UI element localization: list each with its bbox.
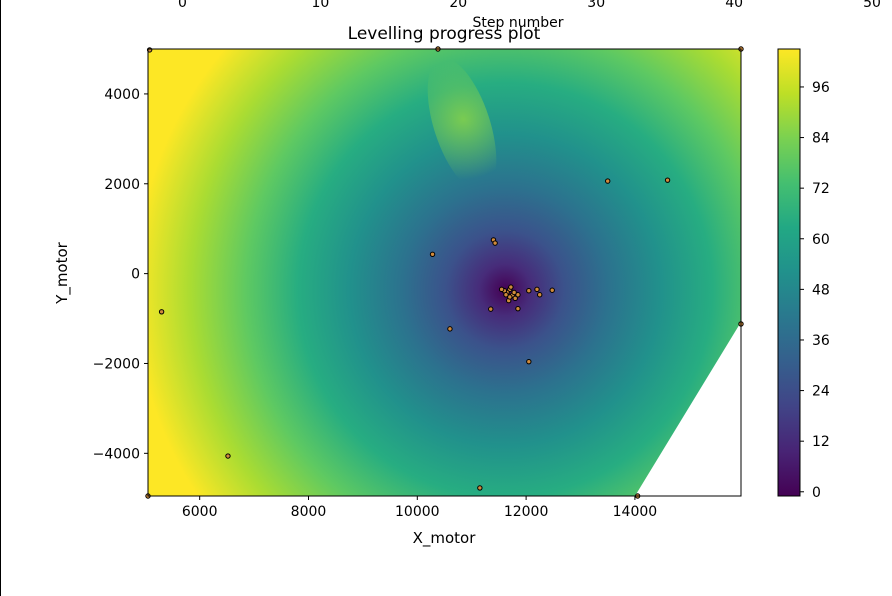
data-point <box>225 453 231 459</box>
plot-frame <box>147 48 742 497</box>
y-tick-label: 4000 <box>104 87 140 103</box>
chart-title: Levelling progress plot <box>348 24 541 44</box>
colorbar-tick-label: 60 <box>812 232 830 248</box>
y-tick-label: −2000 <box>93 356 140 372</box>
data-point <box>492 240 498 246</box>
data-point <box>507 294 513 300</box>
y-axis: 4000 2000 0 −2000 −4000 <box>93 87 148 462</box>
data-point <box>447 326 453 332</box>
data-point <box>534 286 540 293</box>
data-point <box>488 306 494 312</box>
data-points <box>145 46 744 499</box>
top-tick-label: 50 <box>863 0 881 11</box>
top-tick-label: 30 <box>587 0 605 11</box>
data-point <box>515 305 521 312</box>
top-tick-label: 10 <box>311 0 329 11</box>
data-point <box>549 287 555 293</box>
x-tick-label: 8000 <box>291 504 327 520</box>
data-point <box>526 287 532 294</box>
data-point <box>498 286 505 293</box>
top-tick-label: 40 <box>725 0 743 11</box>
colorbar-tick-label: 24 <box>812 384 830 400</box>
x-axis-label: X_motor <box>413 529 477 548</box>
x-tick-label: 10000 <box>395 504 440 520</box>
data-point <box>158 309 165 315</box>
data-point <box>664 177 671 183</box>
top-axis-label: Step number <box>473 15 564 31</box>
data-point <box>477 485 483 491</box>
heatmap-field <box>148 49 741 496</box>
top-tick-label: 20 <box>449 0 467 11</box>
colorbar <box>777 48 801 497</box>
data-point <box>515 292 521 298</box>
x-tick-label: 12000 <box>504 504 549 520</box>
top-tick-label: 0 <box>178 0 187 11</box>
colorbar-tick-label: 36 <box>812 333 830 349</box>
y-tick-label: 2000 <box>104 177 140 193</box>
data-point <box>526 358 532 365</box>
data-point <box>429 251 436 258</box>
data-point <box>508 284 514 290</box>
colorbar-tick-label: 96 <box>812 80 830 96</box>
x-tick-label: 14000 <box>613 504 658 520</box>
data-point <box>537 292 543 298</box>
colorbar-tick-label: 72 <box>812 181 830 197</box>
y-tick-label: 0 <box>131 267 140 283</box>
y-tick-label: −4000 <box>93 446 140 462</box>
data-point <box>605 178 611 184</box>
top-axis: 0 10 20 30 40 50 <box>178 0 881 11</box>
colorbar-tick-label: 0 <box>812 485 821 501</box>
colorbar-tick-label: 12 <box>812 434 830 450</box>
x-tick-label: 6000 <box>182 504 218 520</box>
data-point <box>512 295 518 302</box>
colorbar-tick-label: 48 <box>812 282 830 298</box>
heatmap-streak <box>427 57 497 193</box>
y-axis-label: Y_motor <box>53 241 72 305</box>
colorbar-ticks: 0 12 24 36 48 60 72 84 96 <box>800 80 830 501</box>
data-point <box>511 289 517 296</box>
colorbar-tick-label: 84 <box>812 131 830 147</box>
data-point <box>503 292 509 298</box>
x-axis: 6000 8000 10000 12000 14000 <box>182 496 657 520</box>
